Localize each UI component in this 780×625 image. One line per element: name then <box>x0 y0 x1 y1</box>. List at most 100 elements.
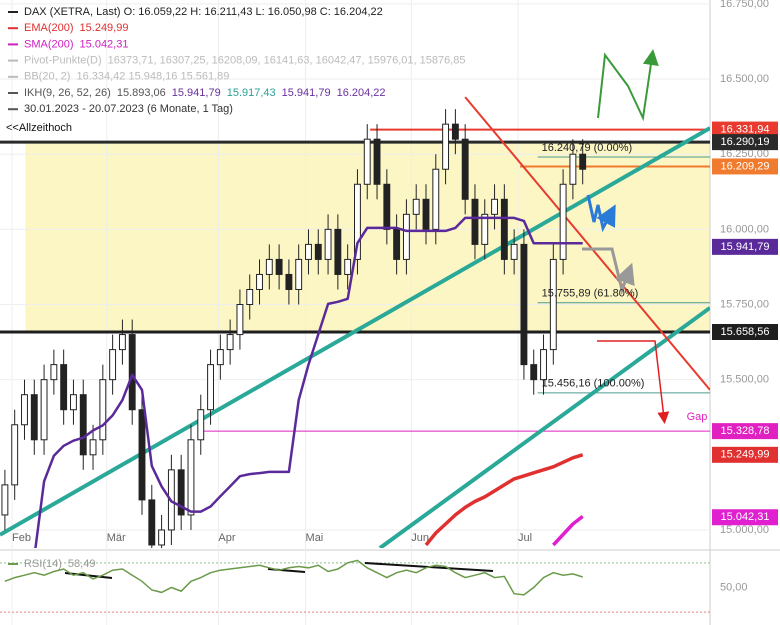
candle-body <box>461 138 469 200</box>
y-tick-label: 15.750,00 <box>720 298 769 310</box>
rsi-legend-value: 58,49 <box>68 558 96 570</box>
candle-body <box>177 469 185 516</box>
price-tag <box>712 446 778 463</box>
price-tag-label: 15.658,56 <box>721 326 770 338</box>
candle-body <box>520 243 528 366</box>
candle-body <box>432 168 440 230</box>
candle-body <box>314 243 322 260</box>
price-tag <box>712 134 778 151</box>
y-tick-label: 16.250,00 <box>720 148 769 160</box>
candle-body <box>216 349 224 366</box>
candle-body <box>305 243 312 260</box>
projection-arrow <box>597 49 659 122</box>
candle-body <box>50 364 58 381</box>
legend-text: Pivot-Punkte(D) <box>24 55 102 67</box>
price-tag-label: 15.328,78 <box>721 425 770 437</box>
legend-text: BB(20, 2) <box>24 71 70 83</box>
rsi-tick-label: 50,00 <box>720 581 748 593</box>
candle-body <box>275 258 283 275</box>
candle-body <box>40 379 48 441</box>
candle-body <box>481 213 489 245</box>
candle-body <box>393 228 401 260</box>
indicator-line <box>552 515 584 547</box>
x-tick-label: Feb <box>12 532 31 544</box>
price-tag <box>712 238 778 255</box>
fib-label: 15.456,16 (100.00%) <box>542 378 645 390</box>
indicator-line <box>424 453 584 547</box>
projection-arrow <box>586 194 616 233</box>
price-tag <box>712 509 778 526</box>
candle-body <box>1 484 9 516</box>
rsi-legend: RSI(14) <box>24 558 62 570</box>
trend-line <box>464 96 710 391</box>
candle-body <box>256 273 263 290</box>
candle-body <box>158 529 166 546</box>
candle-body <box>118 334 126 351</box>
candle-body <box>354 183 361 260</box>
legend-text: 15.249,99 <box>80 22 129 34</box>
y-tick-label: 16.750,00 <box>720 0 769 10</box>
legend-text: 15.042,31 <box>80 38 129 50</box>
price-tag-label: 15.249,99 <box>721 449 770 461</box>
rsi-line <box>4 559 583 596</box>
candle-body <box>491 198 498 215</box>
candle-body <box>383 183 391 230</box>
candle-body <box>21 394 28 426</box>
price-tag-label: 16.209,29 <box>721 160 770 172</box>
candle-body <box>285 273 293 290</box>
drawings <box>64 49 670 579</box>
legend-text: 16.204,22 <box>337 87 386 99</box>
candle-body <box>11 424 19 486</box>
legend-text: EMA(200) <box>24 22 74 34</box>
candle-body <box>500 198 508 260</box>
price-tag <box>712 323 778 340</box>
candle-body <box>89 439 97 456</box>
x-tick-label: Mai <box>306 532 324 544</box>
candle-body <box>412 198 420 215</box>
candle-body <box>442 123 450 170</box>
candle-body <box>344 258 352 275</box>
candle-body <box>99 379 107 441</box>
candle-body <box>334 228 342 275</box>
candle-body <box>540 349 547 381</box>
candle-body <box>402 213 410 260</box>
legend-text: 30.01.2023 - 20.07.2023 (6 Monate, 1 Tag… <box>24 103 233 115</box>
candle-body <box>559 183 567 260</box>
legend-text: DAX (XETRA, Last) O: 16.059,22 H: 16.211… <box>24 6 383 18</box>
legend-text: IKH(9, 26, 52, 26) <box>24 87 111 99</box>
price-tag-label: 16.290,19 <box>721 136 770 148</box>
legend-text: 16.334,42 15.948,16 15.561,89 <box>76 71 229 83</box>
x-tick-label: Apr <box>218 532 235 544</box>
legend-text: 15.941,79 <box>172 87 221 99</box>
legend-text: 15.917,43 <box>227 87 276 99</box>
x-tick-label: Jun <box>411 532 429 544</box>
candle-body <box>109 349 117 381</box>
indicator-line <box>34 216 583 548</box>
y-tick-label: 15.500,00 <box>720 374 769 386</box>
projection-arrow <box>597 340 670 424</box>
candle-body <box>510 243 518 260</box>
candle-body <box>226 334 234 351</box>
x-tick-label: Jul <box>518 532 532 544</box>
x-tick-label: Mär <box>107 532 126 544</box>
legend-text: 15.893,06 <box>117 87 166 99</box>
trend-line <box>0 126 710 537</box>
price-tag <box>712 121 778 138</box>
candle-body <box>363 138 371 185</box>
candle-body <box>236 304 244 336</box>
price-tag <box>712 158 778 175</box>
candle-body <box>265 258 273 275</box>
candle-body <box>79 394 87 456</box>
candle-body <box>128 334 136 411</box>
candle-body <box>324 228 332 260</box>
candle-body <box>207 364 214 411</box>
candle-body <box>471 198 479 245</box>
price-tag-label: 15.042,31 <box>721 511 770 523</box>
candle-body <box>187 439 195 516</box>
candle-body <box>60 364 68 411</box>
candle-body <box>530 364 538 381</box>
labels-layer: Feb Mär Apr Mai Jun Jul 16.240,79 (0.00%) 15.75… <box>4 6 778 596</box>
legend-text: SMA(200) <box>24 38 74 50</box>
candle-body <box>569 153 577 185</box>
